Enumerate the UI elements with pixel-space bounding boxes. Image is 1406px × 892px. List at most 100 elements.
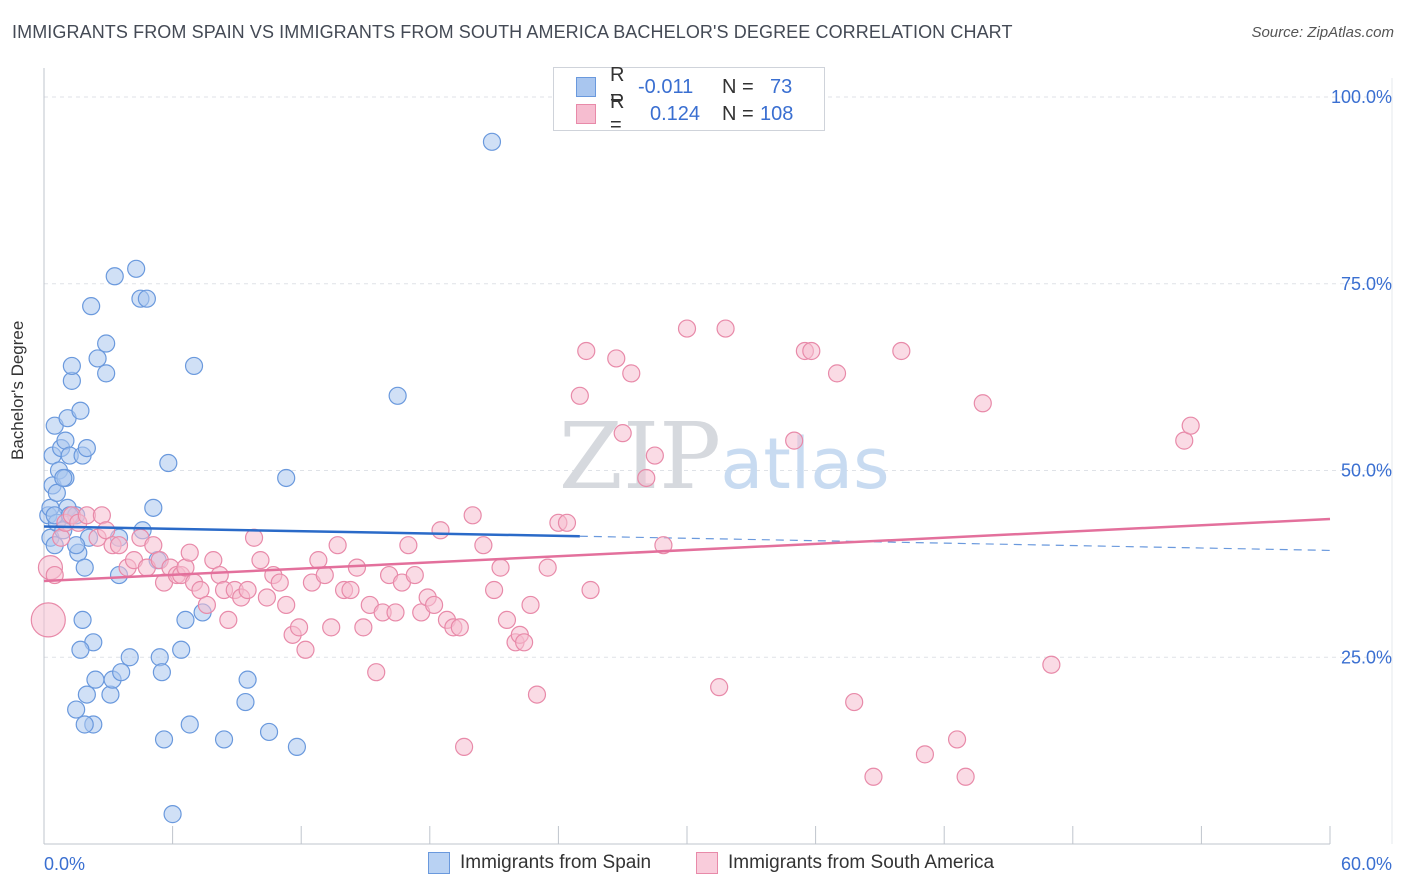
point-south-america (1042, 655, 1061, 674)
point-spain (482, 132, 502, 151)
point-south-america (367, 663, 386, 682)
point-spain (236, 692, 255, 712)
point-south-america (892, 341, 911, 361)
x-tick-label: 0.0% (44, 854, 85, 874)
point-spain (184, 356, 204, 376)
point-south-america (1175, 431, 1194, 450)
point-spain (86, 670, 105, 689)
y-axis-label: Bachelor's Degree (8, 320, 27, 460)
point-spain (105, 267, 124, 286)
point-spain (150, 648, 169, 667)
point-south-america (497, 610, 517, 630)
point-south-america (144, 536, 163, 555)
point-spain (238, 670, 257, 689)
point-spain (277, 468, 296, 488)
y-tick-label: 100.0% (1331, 87, 1392, 107)
point-spain (388, 386, 407, 405)
point-south-america (399, 536, 418, 555)
point-spain (71, 401, 90, 420)
point-south-america (710, 678, 729, 697)
y-tick-label: 75.0% (1341, 274, 1392, 294)
point-spain (82, 297, 101, 316)
point-spain (137, 289, 156, 308)
point-south-america (973, 394, 992, 413)
point-south-america (802, 341, 821, 361)
point-south-america (347, 558, 367, 577)
point-spain (75, 558, 94, 577)
watermark-zip: ZIP (559, 403, 721, 510)
point-south-america (289, 618, 309, 637)
point-south-america (527, 685, 547, 704)
point-spain (152, 663, 171, 682)
point-south-america (677, 319, 697, 338)
point-south-america (431, 521, 450, 540)
point-spain (287, 737, 307, 756)
point-spain (180, 715, 199, 734)
point-spain (159, 453, 178, 473)
point-spain (73, 610, 92, 630)
point-south-america (424, 595, 444, 615)
point-south-america (538, 558, 557, 577)
point-spain (47, 483, 66, 503)
point-spain (54, 468, 73, 488)
point-south-america (716, 319, 735, 338)
point-spain (112, 663, 131, 682)
chart-title: IMMIGRANTS FROM SPAIN VS IMMIGRANTS FROM… (12, 22, 1013, 42)
point-spain (259, 722, 279, 742)
legend-swatch-south-america (696, 852, 718, 874)
trend-line-spain (43, 525, 580, 538)
point-south-america (485, 580, 504, 600)
point-south-america (277, 595, 296, 615)
point-spain (67, 700, 86, 719)
point-south-america (463, 506, 482, 525)
point-south-america (607, 349, 626, 368)
point-south-america (785, 431, 804, 450)
point-south-america (322, 618, 341, 637)
legend-swatch-spain (428, 852, 450, 874)
point-south-america (450, 618, 469, 637)
point-spain (163, 805, 182, 824)
point-spain (101, 685, 120, 704)
point-south-america (386, 603, 405, 622)
point-south-america (581, 580, 600, 600)
point-spain (67, 536, 86, 555)
point-spain (56, 431, 75, 450)
legend-item-spain[interactable]: Immigrants from Spain (428, 852, 651, 874)
point-spain (172, 640, 191, 659)
point-south-america (864, 767, 883, 786)
point-south-america (296, 640, 315, 659)
watermark: ZIP atlas (559, 403, 890, 510)
legend-swatch-south-america (576, 104, 596, 124)
point-south-america (257, 588, 277, 607)
point-south-america (570, 386, 589, 405)
point-south-america (191, 580, 210, 600)
point-spain (97, 334, 116, 353)
point-south-america (219, 610, 238, 630)
legend-r-label: R = (610, 91, 625, 136)
point-south-america (454, 737, 474, 756)
tick-labels: 25.0% 50.0% 75.0% 100.0% 0.0% 60.0% (44, 87, 1392, 874)
source-label: Source: ZipAtlas.com (1251, 24, 1394, 41)
point-south-america (238, 580, 257, 600)
point-south-america (315, 565, 334, 585)
legend-n-label: N = (722, 102, 754, 125)
grid-lines (44, 96, 1392, 658)
point-south-america (30, 602, 66, 638)
legend-label-south-america: Immigrants from South America (728, 852, 995, 873)
legend-r-value: 0.124 (650, 102, 701, 125)
y-tick-label: 50.0% (1341, 461, 1392, 481)
point-south-america (52, 528, 71, 547)
point-south-america (251, 551, 270, 570)
point-south-america (474, 536, 493, 555)
legend-item-south-america[interactable]: Immigrants from South America (696, 852, 994, 874)
point-spain (144, 498, 163, 517)
y-tick-label: 25.0% (1341, 647, 1392, 667)
legend-row-south-america: R = 0.124 N = 108 (576, 91, 793, 136)
point-spain (176, 610, 195, 630)
point-spain (75, 715, 94, 734)
point-spain (71, 640, 90, 659)
point-south-america (405, 565, 424, 585)
legend-row-spain: R = -0.011 N = 73 (576, 64, 792, 109)
legend-r-value: -0.011 (638, 75, 694, 98)
